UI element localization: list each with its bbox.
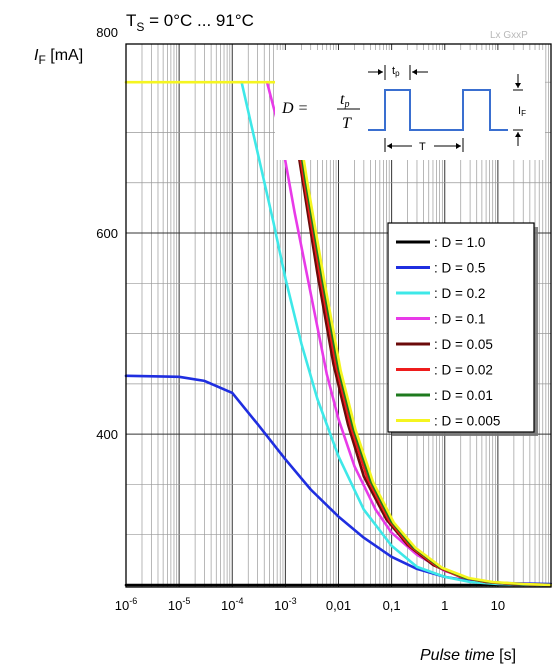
x-tick-label-0: 10-6 (115, 596, 137, 613)
chart-title: TS = 0°C ... 91°C (126, 11, 254, 34)
period-label: T (419, 141, 426, 153)
y-tick-labels: 400 600 800 (96, 25, 118, 442)
legend-label-1: : D = 0.5 (434, 261, 485, 276)
amplitude-label: IF (518, 105, 526, 118)
formula-numerator: tp (340, 91, 349, 110)
legend-label-7: : D = 0.005 (434, 414, 500, 429)
y-tick-label-1: 600 (96, 226, 118, 241)
x-tick-label-5: 0,1 (383, 598, 401, 613)
series-line-2 (240, 80, 552, 587)
y-tick-label-2: 800 (96, 25, 118, 40)
legend-label-0: : D = 1.0 (434, 235, 485, 250)
legend-label-4: : D = 0.05 (434, 337, 493, 352)
series-lines (124, 80, 552, 587)
x-tick-label-7: 10 (491, 598, 505, 613)
formula-denominator: T (342, 115, 352, 132)
pulse-waveform (368, 89, 508, 131)
x-tick-label-4: 0,01 (326, 598, 351, 613)
legend-label-5: : D = 0.02 (434, 363, 493, 378)
tp-label: tp (392, 65, 400, 78)
x-axis-label: Pulse time [s] (420, 647, 516, 664)
legend-label-2: : D = 0.2 (434, 286, 485, 301)
x-tick-labels: 10-6 10-5 10-4 10-3 0,01 0,1 1 10 (115, 596, 505, 613)
x-tick-label-1: 10-5 (168, 596, 190, 613)
legend-label-3: : D = 0.1 (434, 312, 485, 327)
legend: : D = 1.0 : D = 0.5 : D = 0.2 : D = 0.1 : D … (387, 222, 538, 436)
legend-label-6: : D = 0.01 (434, 388, 493, 403)
duty-cycle-inset: D = tp T tp T IF (275, 50, 545, 160)
x-tick-label-3: 10-3 (274, 596, 296, 613)
legend-box (387, 222, 535, 433)
y-tick-label-0: 400 (96, 427, 118, 442)
watermark: Lx GxxP (490, 30, 528, 41)
plot-frame (125, 43, 552, 588)
x-tick-label-2: 10-4 (221, 596, 243, 613)
y-axis-label: IF [mA] (34, 47, 83, 67)
x-tick-label-6: 1 (441, 598, 448, 613)
formula-lhs: D = (281, 100, 308, 117)
